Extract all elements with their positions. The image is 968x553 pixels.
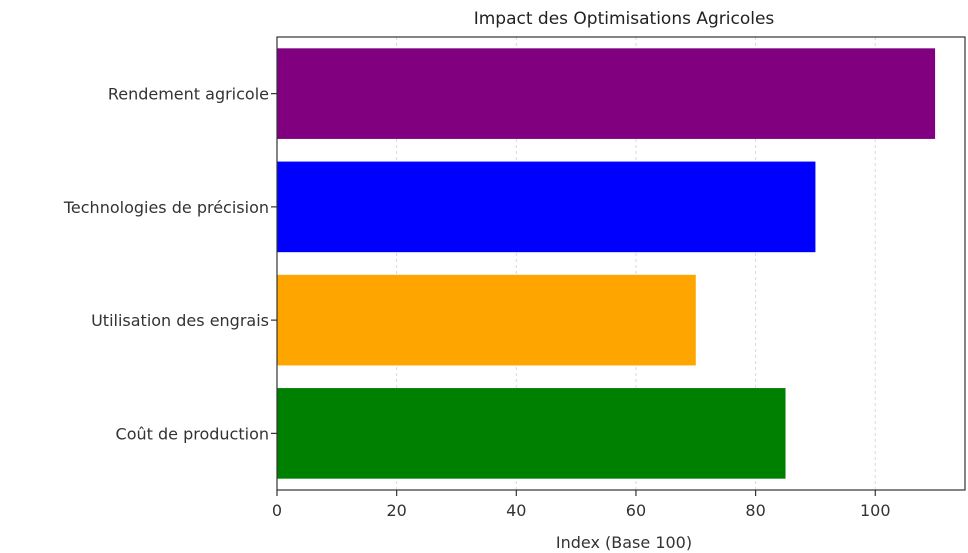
y-tick-label: Rendement agricole: [108, 85, 269, 104]
x-tick-label: 100: [860, 501, 891, 520]
bar: [277, 48, 936, 139]
y-tick-label: Coût de production: [116, 424, 269, 443]
chart-title: Impact des Optimisations Agricoles: [474, 9, 775, 29]
bar: [277, 274, 696, 366]
bar: [277, 388, 786, 479]
y-tick-label: Utilisation des engrais: [91, 311, 269, 330]
x-tick-label: 40: [506, 501, 526, 520]
bars: [277, 48, 936, 479]
x-tick-label: 80: [745, 501, 765, 520]
plot-frame: [276, 36, 966, 491]
y-axis-ticks: Rendement agricole Technologies de précis…: [63, 85, 277, 443]
x-axis-ticks: 0 20 40 60 80 100: [272, 490, 891, 520]
y-tick-label: Technologies de précision: [63, 198, 269, 217]
x-tick-label: 60: [626, 501, 646, 520]
x-tick-label: 20: [386, 501, 406, 520]
x-axis-label: Index (Base 100): [556, 533, 692, 552]
bar: [277, 161, 816, 253]
x-tick-label: 0: [272, 501, 282, 520]
